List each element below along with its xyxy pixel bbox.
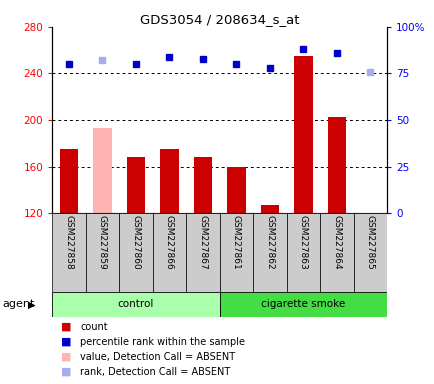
Text: count: count (80, 322, 108, 332)
Bar (119, 213, 152, 292)
Text: percentile rank within the sample: percentile rank within the sample (80, 337, 245, 347)
Bar (59, 149, 78, 213)
Bar (260, 205, 279, 213)
Bar (193, 157, 212, 213)
Text: GSM227858: GSM227858 (64, 215, 73, 270)
Text: GSM227863: GSM227863 (298, 215, 307, 270)
Text: GSM227859: GSM227859 (98, 215, 107, 270)
Bar (293, 56, 312, 213)
Text: ▶: ▶ (28, 299, 36, 310)
Text: agent: agent (2, 299, 34, 310)
Text: GSM227860: GSM227860 (131, 215, 140, 270)
Text: GSM227864: GSM227864 (332, 215, 341, 270)
Text: control: control (118, 299, 154, 310)
Text: value, Detection Call = ABSENT: value, Detection Call = ABSENT (80, 352, 235, 362)
Title: GDS3054 / 208634_s_at: GDS3054 / 208634_s_at (140, 13, 299, 26)
Text: GSM227861: GSM227861 (231, 215, 240, 270)
Bar (186, 213, 219, 292)
Text: cigarette smoke: cigarette smoke (261, 299, 345, 310)
Bar (160, 149, 178, 213)
Text: GSM227865: GSM227865 (365, 215, 374, 270)
Bar (286, 213, 319, 292)
Text: ■: ■ (61, 322, 71, 332)
Bar (327, 116, 345, 213)
Bar (126, 157, 145, 213)
Text: rank, Detection Call = ABSENT: rank, Detection Call = ABSENT (80, 367, 230, 377)
Bar (219, 213, 253, 292)
Text: GSM227862: GSM227862 (265, 215, 274, 270)
Text: GSM227867: GSM227867 (198, 215, 207, 270)
Bar (353, 213, 386, 292)
Text: ■: ■ (61, 352, 71, 362)
Bar (52, 292, 219, 317)
Bar (152, 213, 186, 292)
Bar (227, 167, 245, 213)
Text: ■: ■ (61, 367, 71, 377)
Text: GSM227866: GSM227866 (164, 215, 174, 270)
Bar (319, 213, 353, 292)
Bar (219, 292, 386, 317)
Bar (52, 213, 85, 292)
Bar (253, 213, 286, 292)
Bar (85, 213, 119, 292)
Bar (93, 128, 112, 213)
Text: ■: ■ (61, 337, 71, 347)
